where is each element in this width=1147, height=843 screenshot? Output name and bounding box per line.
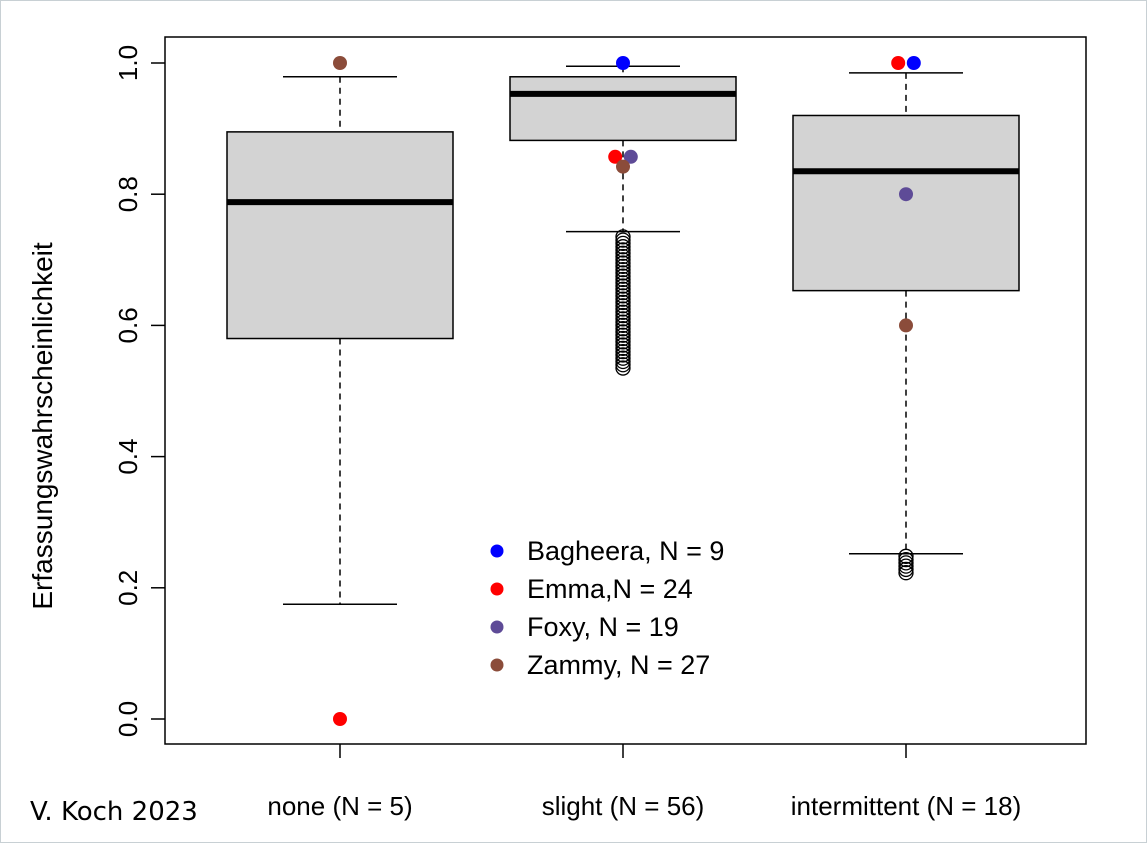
- legend-marker-foxy: [490, 620, 504, 634]
- y-tick-label: 1.0: [113, 45, 143, 81]
- iqr-box: [792, 114, 1020, 292]
- outlier-point: [615, 281, 631, 297]
- outlier-point: [615, 347, 631, 363]
- outlier-point: [615, 229, 631, 245]
- legend-marker-zammy: [490, 658, 504, 672]
- outlier-point: [615, 334, 631, 350]
- outlier-point: [615, 271, 631, 288]
- legend-label: Zammy, N = 27: [527, 650, 710, 680]
- outlier-point: [615, 245, 631, 261]
- y-tick-label: 0.4: [113, 439, 143, 475]
- credit-text: V. Koch 2023: [30, 797, 198, 827]
- point-zammy: [333, 56, 347, 70]
- outlier-point: [615, 321, 631, 337]
- boxplot-1: [509, 65, 737, 376]
- y-tick-label: 0.0: [113, 701, 143, 737]
- outlier-point: [615, 360, 631, 376]
- outlier-point: [615, 314, 631, 330]
- outlier-point: [615, 311, 631, 327]
- legend-label: Bagheera, N = 9: [527, 536, 724, 566]
- outlier-point: [898, 548, 914, 564]
- outlier-point: [615, 239, 631, 255]
- outlier-point: [615, 294, 631, 311]
- outlier-point: [615, 268, 631, 284]
- outlier-point: [615, 265, 631, 281]
- outlier-point: [615, 340, 631, 357]
- point-emma: [891, 56, 906, 70]
- legend-label: Foxy, N = 19: [527, 612, 679, 642]
- outlier-point: [615, 248, 631, 265]
- outlier-point: [615, 258, 631, 275]
- iqr-box: [226, 131, 454, 340]
- outlier-point: [615, 324, 631, 340]
- outlier-point: [615, 307, 631, 324]
- outlier-point: [615, 252, 631, 268]
- outlier-point: [615, 284, 631, 301]
- point-bagheera: [906, 56, 921, 70]
- outlier-point: [615, 343, 631, 360]
- boxplots: [226, 65, 1020, 605]
- point-foxy: [623, 149, 638, 164]
- x-axis: none (N = 5) slight (N = 56) intermittent …: [267, 744, 1021, 821]
- outlier-point: [898, 561, 914, 578]
- outlier-point: [615, 298, 631, 314]
- outlier-point: [615, 275, 631, 291]
- outlier-point: [898, 565, 914, 581]
- y-tick-label: 0.2: [113, 570, 143, 606]
- x-category-label: none (N = 5): [267, 791, 412, 821]
- legend-marker-emma: [490, 582, 504, 596]
- outlier-point: [615, 232, 631, 248]
- outlier-point: [615, 304, 631, 320]
- outlier-point: [898, 558, 914, 574]
- outlier-point: [898, 555, 914, 571]
- point-zammy: [899, 318, 913, 333]
- x-category-label: slight (N = 56): [542, 791, 705, 821]
- outlier-point: [615, 291, 631, 307]
- outlier-point: [615, 301, 631, 317]
- outlier-point: [898, 551, 914, 568]
- legend-label: Emma,N = 24: [527, 574, 693, 604]
- y-axis: 0.0 0.2 0.4 0.6 0.8 1.0: [113, 45, 165, 737]
- point-foxy: [899, 187, 913, 202]
- outlier-point: [615, 255, 631, 271]
- outlier-point: [615, 350, 631, 366]
- plot-box: [164, 36, 1087, 745]
- y-axis-label: Erfassungswahrscheinlichkeit: [27, 242, 58, 610]
- x-category-label: intermittent (N = 18): [791, 791, 1021, 821]
- legend: Bagheera, N = 9 Emma,N = 24 Foxy, N = 19 Za…: [490, 536, 724, 680]
- point-emma: [333, 712, 347, 726]
- outlier-point: [615, 261, 631, 278]
- point-zammy: [616, 159, 630, 174]
- legend-marker-bagheera: [490, 544, 504, 558]
- outlier-point: [615, 278, 631, 294]
- outlier-point: [615, 330, 631, 347]
- y-tick-label: 0.8: [113, 176, 143, 212]
- outlier-point: [615, 242, 631, 258]
- outlier-point: [615, 357, 631, 373]
- outlier-point: [615, 353, 631, 370]
- iqr-box: [509, 76, 737, 142]
- y-tick-label: 0.6: [113, 307, 143, 343]
- point-bagheera: [616, 56, 630, 70]
- boxplot-0: [226, 76, 454, 605]
- outlier-point: [615, 288, 631, 304]
- outlier-point: [615, 235, 631, 252]
- point-emma: [608, 149, 623, 164]
- outlier-point: [615, 327, 631, 343]
- highlight-points: [333, 56, 921, 726]
- outlier-point: [615, 317, 631, 334]
- outlier-point: [615, 337, 631, 353]
- boxplot-2: [792, 72, 1020, 581]
